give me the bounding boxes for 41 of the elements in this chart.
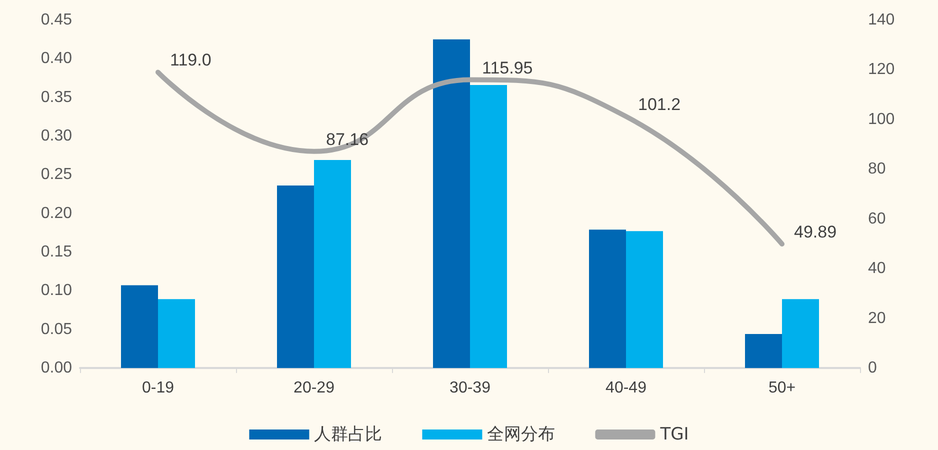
x-tick-label: 20-29 [294, 380, 335, 396]
y2-tick-label: 140 [868, 12, 895, 28]
legend-label: 人群占比 [314, 424, 382, 444]
legend-label: 全网分布 [487, 424, 556, 444]
y-tick-label: 0.45 [40, 12, 72, 28]
bar [277, 185, 314, 368]
bar [314, 160, 351, 368]
bar [745, 334, 782, 368]
y-tick-label: 0.15 [40, 244, 72, 260]
x-tick-label: 30-39 [450, 380, 491, 396]
y2-tick-label: 100 [868, 110, 895, 128]
y2-tick-label: 0 [868, 360, 877, 376]
legend-label: TGI [659, 424, 689, 444]
y-tick-label: 0.10 [40, 282, 72, 300]
x-tick-label: 0-19 [142, 380, 174, 396]
bar [433, 39, 470, 368]
data-label: 115.95 [482, 58, 533, 78]
y2-tick-label: 60 [868, 210, 886, 228]
y-tick-label: 0.40 [40, 50, 72, 68]
y-tick-label: 0.25 [40, 166, 72, 184]
data-label: 49.89 [794, 222, 837, 242]
y-tick-label: 0.00 [40, 360, 72, 376]
y-tick-label: 0.05 [40, 320, 72, 338]
x-tick-label: 40-49 [606, 380, 647, 396]
bar [782, 299, 819, 368]
bar [589, 230, 626, 368]
y-tick-label: 0.35 [40, 88, 72, 106]
bar [626, 231, 663, 368]
bar [470, 84, 507, 368]
bar [158, 299, 195, 368]
y2-tick-label: 80 [868, 160, 886, 178]
y2-tick-label: 40 [868, 260, 886, 278]
data-label: 101.2 [638, 94, 681, 114]
y-tick-label: 0.20 [40, 204, 72, 222]
y2-tick-label: 20 [868, 310, 886, 327]
x-tick-label: 50+ [768, 380, 796, 396]
data-label: 87.16 [326, 130, 369, 149]
data-label: 119.0 [170, 50, 212, 70]
y2-tick-label: 120 [868, 61, 895, 78]
bar [121, 285, 158, 368]
y-tick-label: 0.30 [40, 128, 72, 144]
